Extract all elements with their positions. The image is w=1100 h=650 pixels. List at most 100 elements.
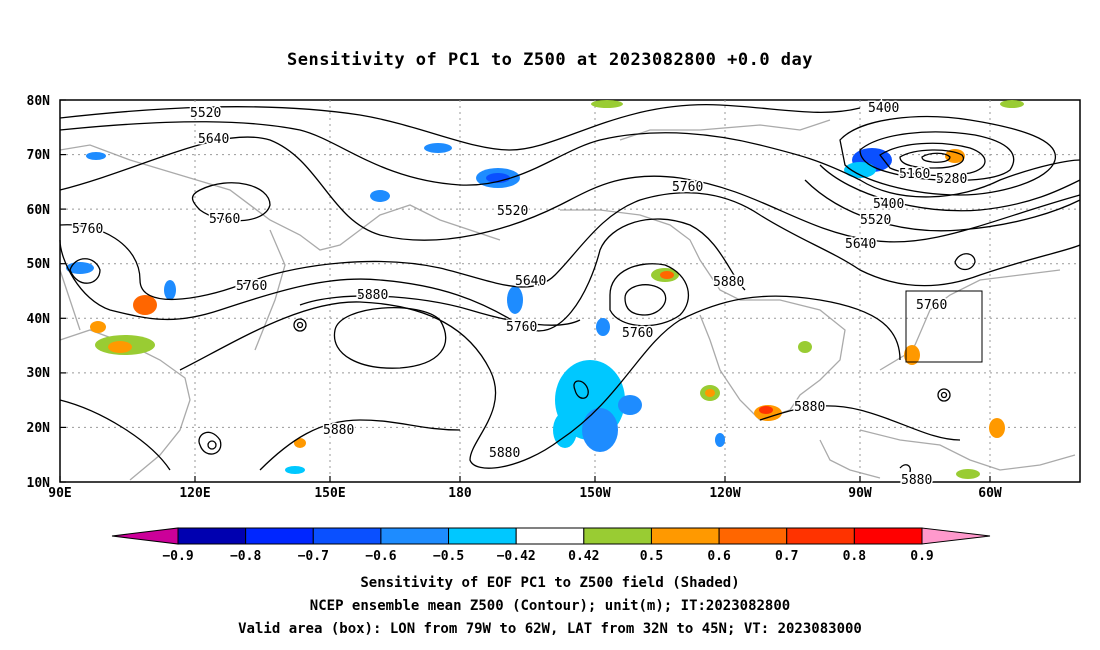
contour-label: 5400 — [873, 197, 904, 212]
contour-labels: 5520 5640 5760 5760 5520 5760 5640 5760 … — [71, 100, 969, 490]
colorbar-label: −0.8 — [230, 549, 261, 564]
contour-label: 5760 — [622, 326, 653, 341]
shading-patch — [989, 418, 1005, 438]
gridlines — [60, 100, 1080, 482]
lat-label: 60N — [27, 203, 51, 218]
contour-label: 5400 — [868, 101, 899, 116]
axis-ticks — [59, 99, 991, 483]
colorbar-low-arrow — [111, 527, 179, 545]
shading-patch — [618, 395, 642, 415]
contour-label: 5880 — [794, 400, 825, 415]
colorbar-swatch — [380, 527, 450, 545]
lon-label: 120E — [179, 486, 210, 501]
contour-label: 5880 — [357, 288, 388, 303]
lon-label: 120W — [709, 486, 740, 501]
shading-patch — [715, 433, 725, 447]
sensitivity-shading — [66, 100, 1024, 479]
contour-label: 5640 — [515, 274, 546, 289]
map-title: Sensitivity of PC1 to Z500 at 2023082800… — [286, 50, 813, 70]
contour-label: 5280 — [936, 172, 967, 187]
shading-patch — [90, 321, 106, 333]
colorbar-swatch — [853, 527, 923, 545]
shading-patch — [591, 100, 623, 108]
lat-label: 10N — [27, 476, 51, 491]
contour-label: 5760 — [672, 180, 703, 195]
contour-label: 5160 — [899, 167, 930, 182]
shading-patch — [108, 341, 132, 353]
shading-patch — [759, 406, 773, 414]
shading-patch — [507, 286, 523, 314]
shading-patch — [424, 143, 452, 153]
contour-label: 5520 — [190, 106, 221, 121]
contour-label: 5520 — [860, 213, 891, 228]
colorbar-swatch — [650, 527, 720, 545]
contour-label: 5760 — [916, 298, 947, 313]
colorbar-label: 0.8 — [843, 549, 867, 564]
z500-contours — [59, 104, 1081, 473]
shading-patch — [86, 152, 106, 160]
shading-patch — [660, 271, 674, 279]
colorbar-swatch — [448, 527, 517, 545]
colorbar-swatch — [515, 527, 585, 545]
longitude-axis: 90E 120E 150E 180 150W 120W 90W 60W — [48, 486, 1002, 501]
lon-label: 150E — [314, 486, 345, 501]
footer-line-shading: Sensitivity of EOF PC1 to Z500 field (Sh… — [360, 575, 740, 591]
contour-label: 5640 — [198, 132, 229, 147]
lat-label: 80N — [27, 94, 51, 109]
latitude-axis: 80N 70N 60N 50N 40N 30N 20N 10N — [27, 94, 51, 491]
lon-label: 180 — [448, 486, 472, 501]
contour-label: 5880 — [323, 423, 354, 438]
lon-label: 60W — [978, 486, 1002, 501]
lon-label: 90W — [848, 486, 872, 501]
contour-label: 5760 — [72, 222, 103, 237]
colorbar-label: −0.6 — [365, 549, 396, 564]
colorbar-label: 0.6 — [707, 549, 731, 564]
colorbar-label: −0.42 — [497, 549, 536, 564]
contour-label: 5760 — [236, 279, 267, 294]
contour-label: 5760 — [506, 320, 537, 335]
colorbar-swatch — [245, 527, 314, 545]
valid-area-box — [905, 290, 983, 363]
colorbar-label: −0.7 — [298, 549, 329, 564]
lat-label: 40N — [27, 312, 51, 327]
contour-label: 5520 — [497, 204, 528, 219]
colorbar-swatch — [583, 527, 652, 545]
lat-label: 20N — [27, 421, 51, 436]
shading-patch — [553, 412, 577, 448]
lat-label: 50N — [27, 257, 51, 272]
shading-patch — [133, 295, 157, 315]
contour-label: 5880 — [901, 473, 932, 488]
shading-patch — [1000, 100, 1024, 108]
shading-patch — [844, 162, 876, 178]
contour-label: 5880 — [489, 446, 520, 461]
shading-patch — [285, 466, 305, 474]
colorbar-swatch — [312, 527, 382, 545]
colorbar-labels: −0.9 −0.8 −0.7 −0.6 −0.5 −0.42 0.42 0.5 0.6 0.7 0.… — [162, 549, 933, 564]
shading-patch — [956, 469, 980, 479]
coastlines — [59, 119, 1076, 481]
colorbar-label: −0.5 — [433, 549, 464, 564]
lat-label: 70N — [27, 148, 51, 163]
colorbar-swatch — [718, 527, 788, 545]
colorbar-boxes — [177, 527, 923, 545]
colorbar: −0.9 −0.8 −0.7 −0.6 −0.5 −0.42 0.42 0.5 0.6 0.7 0.… — [111, 527, 991, 564]
lon-label: 150W — [579, 486, 610, 501]
shading-patch — [904, 345, 920, 365]
shading-patch — [596, 318, 610, 336]
shading-patch — [798, 341, 812, 353]
colorbar-high-arrow — [921, 527, 991, 545]
map-frame — [59, 99, 1081, 483]
colorbar-label: 0.7 — [775, 549, 798, 564]
colorbar-label: 0.9 — [910, 549, 933, 564]
shading-patch — [705, 389, 715, 397]
colorbar-label: 0.5 — [640, 549, 663, 564]
footer-line-contour: NCEP ensemble mean Z500 (Contour); unit(… — [309, 598, 791, 614]
shading-patch — [582, 408, 618, 452]
contour-label: 5640 — [845, 237, 876, 252]
colorbar-swatch — [786, 527, 855, 545]
shading-patch — [370, 190, 390, 202]
contour-label: 5880 — [713, 275, 744, 290]
shading-patch — [164, 280, 176, 300]
footer-line-valid-area: Valid area (box): LON from 79W to 62W, L… — [238, 621, 862, 637]
